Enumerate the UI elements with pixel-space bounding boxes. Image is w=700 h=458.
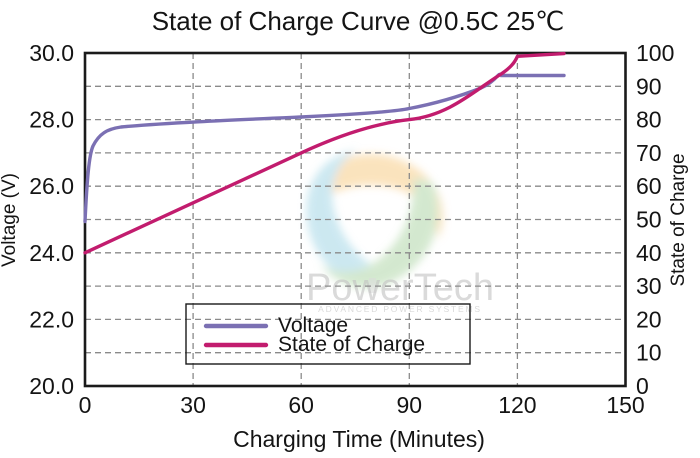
svg-text:State of Charge Curve @0.5C 25: State of Charge Curve @0.5C 25℃ — [152, 6, 565, 36]
svg-text:10: 10 — [636, 340, 662, 366]
svg-text:30.0: 30.0 — [29, 40, 74, 66]
svg-text:90: 90 — [397, 392, 423, 418]
svg-text:30: 30 — [636, 273, 662, 299]
svg-text:100: 100 — [636, 40, 674, 66]
svg-text:40: 40 — [636, 240, 662, 266]
svg-text:Charging Time (Minutes): Charging Time (Minutes) — [233, 426, 485, 452]
svg-text:State of Charge: State of Charge — [278, 333, 425, 356]
svg-text:22.0: 22.0 — [29, 306, 74, 332]
svg-text:24.0: 24.0 — [29, 240, 74, 266]
svg-text:28.0: 28.0 — [29, 107, 74, 133]
svg-text:30: 30 — [180, 392, 206, 418]
svg-text:60: 60 — [636, 173, 662, 199]
svg-text:26.0: 26.0 — [29, 173, 74, 199]
svg-text:0: 0 — [79, 392, 92, 418]
svg-text:70: 70 — [636, 140, 662, 166]
svg-text:0: 0 — [636, 373, 649, 399]
svg-text:20: 20 — [636, 306, 662, 332]
svg-text:20.0: 20.0 — [29, 373, 74, 399]
svg-text:120: 120 — [498, 392, 536, 418]
svg-text:PowerTech: PowerTech — [306, 267, 494, 309]
svg-text:State of Charge: State of Charge — [668, 153, 689, 286]
svg-text:Voltage (V): Voltage (V) — [0, 173, 20, 267]
svg-text:80: 80 — [636, 107, 662, 133]
svg-text:60: 60 — [288, 392, 314, 418]
svg-text:50: 50 — [636, 207, 662, 233]
svg-text:90: 90 — [636, 73, 662, 99]
